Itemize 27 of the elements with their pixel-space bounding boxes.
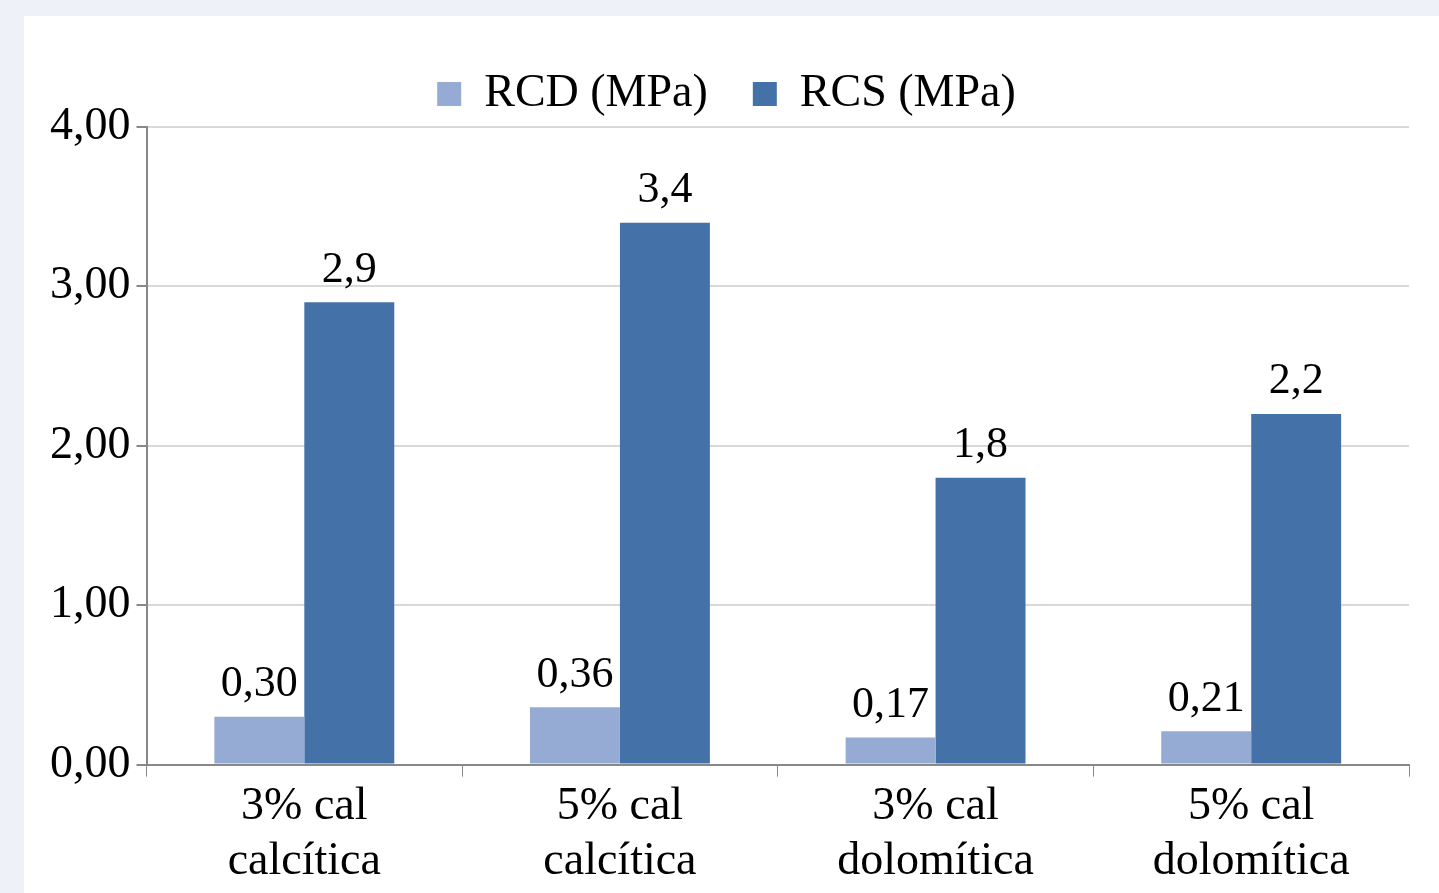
data-label: 2,9 xyxy=(321,242,377,292)
y-tick-label: 4,00 xyxy=(50,98,131,150)
bar xyxy=(935,477,1026,764)
y-tick-label: 0,00 xyxy=(50,735,131,787)
data-label: 2,2 xyxy=(1268,354,1324,404)
data-label: 3,4 xyxy=(637,163,693,213)
bar xyxy=(619,222,710,764)
x-tick-label: 3% cal dolomítica xyxy=(837,778,1034,885)
legend-label: RCS (MPa) xyxy=(799,65,1016,117)
legend-label: RCD (MPa) xyxy=(484,65,708,117)
x-tick-label: 5% cal dolomítica xyxy=(1152,778,1350,885)
bar xyxy=(214,716,305,764)
y-tick-label: 1,00 xyxy=(50,576,131,628)
bar xyxy=(1161,731,1252,764)
bar xyxy=(529,707,620,764)
data-label: 0,17 xyxy=(852,678,930,728)
data-label: 0,36 xyxy=(536,647,614,697)
data-label: 0,21 xyxy=(1167,671,1245,721)
bar xyxy=(304,302,395,764)
y-tick-label: 3,00 xyxy=(50,257,131,309)
x-tick-label: 5% cal calcítica xyxy=(543,778,697,885)
y-tick-label: 2,00 xyxy=(50,416,131,468)
bar xyxy=(1251,413,1342,764)
bar xyxy=(845,737,936,764)
data-label: 0,30 xyxy=(220,657,298,707)
x-tick-label: 3% cal calcítica xyxy=(227,778,381,885)
data-label: 1,8 xyxy=(953,418,1009,468)
